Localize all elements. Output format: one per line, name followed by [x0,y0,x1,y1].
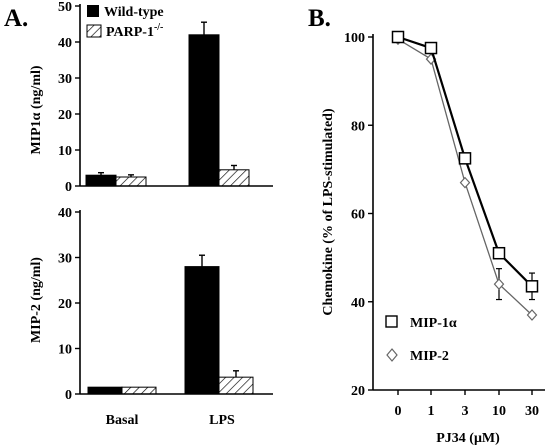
b-xtick-label: 1 [428,404,435,419]
legend-parp-sup: -/- [154,22,163,33]
b-xtick-label: 3 [462,404,469,419]
a-top-bar-lps-wild-type [188,34,220,187]
a-bottom-ytick-label: 30 [58,252,72,267]
legend-a: Wild-type PARP-1-/- [86,5,164,40]
a-top-ytick-label: 10 [58,144,72,159]
legend-parp-label: PARP-1-/- [106,22,163,40]
a-bottom-bar-lps-parp [218,376,254,395]
legend-mip1a-label: MIP-1α [410,316,457,331]
a-bottom-bar-lps-wild-type [184,266,220,395]
panel-a-bottom-axes [79,210,273,395]
mip2-point [459,176,471,189]
a-bottom-ytick-label: 20 [58,297,72,312]
b-xtick-label: 10 [492,404,506,419]
panel-b-xlabel: PJ34 (μM) [436,431,500,446]
b-ytick-label: 20 [351,384,365,399]
category-label-lps: LPS [209,413,235,428]
panel-a-bottom-yticks: 0 10 20 30 40 [58,206,80,403]
a-bottom-ytick-label: 10 [58,343,72,358]
panel-b-ticks: 20 40 60 80 100 0 1 3 10 30 [344,31,539,419]
a-top-ytick-label: 0 [65,180,72,195]
b-xtick-label: 30 [525,404,539,419]
legend-parp-prefix: PARP-1 [106,25,154,40]
panel-a-bottom: MIP-2 (ng/ml) 0 10 20 30 40 [29,206,273,403]
b-ytick-label: 60 [351,208,365,223]
category-label-basal: Basal [106,413,139,428]
a-top-bar-lps-parp [218,169,250,187]
panel-a-top: MIP1α (ng/ml) 0 10 20 30 40 50 [29,0,273,195]
mip1a-point [458,152,472,165]
a-bottom-ytick-label: 40 [58,206,72,221]
a-top-bar-basal-wild-type [85,174,117,187]
panel-b-axes [372,34,545,391]
a-top-ytick-label: 20 [58,108,72,123]
legend-mip2-label: MIP-2 [410,349,449,364]
panel-a-top-axes [79,4,273,187]
a-top-ytick-label: 40 [58,36,72,51]
mip1a-point [525,280,539,293]
mip1a-point [424,41,438,55]
mip1a-point [492,246,506,260]
b-ytick-label: 40 [351,296,365,311]
panel-a-bottom-ylabel: MIP-2 (ng/ml) [29,257,44,343]
legend-b: MIP-1α MIP-2 [385,315,457,364]
mip2-point [526,309,538,321]
mip2-point [493,278,505,290]
a-top-ytick-label: 50 [58,0,72,15]
legend-parp-swatch [86,24,102,38]
a-bottom-bar-basal-wild-type [87,386,123,395]
panel-a-label: A. [4,5,28,32]
a-bottom-bar-basal-parp [121,386,157,395]
panel-b-series [391,30,539,321]
panel-b-ylabel: Chemokine (% of LPS-stimulated) [321,108,336,316]
a-top-ytick-label: 30 [58,72,72,87]
b-ytick-label: 80 [351,119,365,134]
panel-a-top-bars [85,21,250,187]
a-top-bar-basal-parp [115,176,147,187]
a-bottom-ytick-label: 0 [65,388,72,403]
panel-a-top-ylabel: MIP1α (ng/ml) [29,65,44,154]
legend-wild-type-label: Wild-type [104,5,164,20]
b-ytick-label: 100 [344,31,365,46]
panel-b: Chemokine (% of LPS-stimulated) PJ34 (μM… [321,30,545,446]
b-xtick-label: 0 [395,404,402,419]
panel-b-label: B. [308,5,331,32]
legend-mip2-marker [386,348,398,362]
legend-wild-type-swatch [87,5,99,17]
panel-a-bottom-bars [87,254,254,395]
legend-mip1a-marker [385,315,398,328]
panel-a-top-yticks: 0 10 20 30 40 50 [58,0,80,195]
mip1a-point [391,30,405,44]
